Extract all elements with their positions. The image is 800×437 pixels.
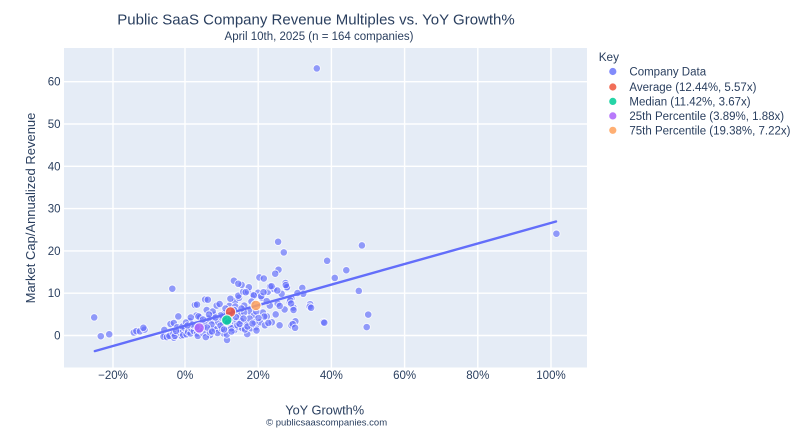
svg-text:Median (11.42%, 3.67x): Median (11.42%, 3.67x) <box>629 97 750 109</box>
svg-text:20: 20 <box>48 246 61 258</box>
svg-text:60%: 60% <box>393 370 416 382</box>
svg-text:Key: Key <box>599 50 619 64</box>
svg-text:Public SaaS Company Revenue Mu: Public SaaS Company Revenue Multiples vs… <box>117 12 514 29</box>
svg-text:80%: 80% <box>466 370 489 382</box>
svg-text:Market Cap/Annualized Revenue: Market Cap/Annualized Revenue <box>23 113 38 304</box>
svg-text:20%: 20% <box>247 370 270 382</box>
svg-text:April 10th, 2025 (n = 164 comp: April 10th, 2025 (n = 164 companies) <box>225 31 414 43</box>
svg-text:0: 0 <box>54 331 60 343</box>
svg-text:75th Percentile (19.38%, 7.22x: 75th Percentile (19.38%, 7.22x) <box>629 126 790 138</box>
svg-text:YoY Growth%: YoY Growth% <box>285 403 364 418</box>
svg-text:0%: 0% <box>177 370 194 382</box>
svg-text:25th Percentile (3.89%, 1.88x): 25th Percentile (3.89%, 1.88x) <box>629 111 784 123</box>
svg-text:−20%: −20% <box>98 370 128 382</box>
svg-text:Average (12.44%, 5.57x): Average (12.44%, 5.57x) <box>629 82 756 94</box>
svg-text:10: 10 <box>48 288 61 300</box>
svg-text:30: 30 <box>48 204 61 216</box>
svg-text:40%: 40% <box>320 370 343 382</box>
svg-text:© publicsaascompanies.com: © publicsaascompanies.com <box>266 417 387 428</box>
svg-text:Company Data: Company Data <box>629 67 706 79</box>
svg-text:100%: 100% <box>536 370 565 382</box>
svg-text:60: 60 <box>48 77 61 89</box>
svg-text:40: 40 <box>48 161 61 173</box>
svg-text:50: 50 <box>48 119 61 131</box>
